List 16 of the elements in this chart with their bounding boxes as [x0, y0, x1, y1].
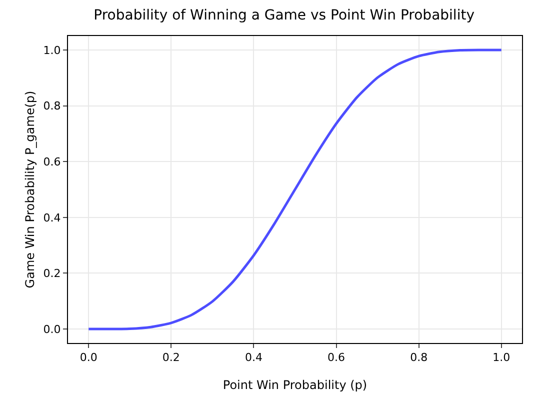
- y-tick-label: 0.2: [43, 267, 61, 280]
- x-tick-label: 0.8: [410, 351, 428, 364]
- chart-title: Probability of Winning a Game vs Point Win Probability: [94, 8, 474, 24]
- y-axis-title: Game Win Probability P_game(p): [23, 90, 37, 288]
- x-tick-label: 0.6: [328, 351, 346, 364]
- y-tick-label: 0.0: [43, 322, 61, 336]
- y-tick-label: 0.4: [43, 211, 61, 224]
- x-tick-label: 0.4: [244, 351, 262, 364]
- y-tick-label: 0.6: [43, 155, 61, 168]
- x-tick-label: 0.2: [162, 351, 180, 364]
- x-axis-title: Point Win Probability (p): [222, 378, 368, 392]
- y-tick-label: 1.0: [43, 44, 61, 57]
- x-tick-label: 1.0: [492, 351, 510, 364]
- x-tick-label: 0.0: [80, 351, 98, 364]
- y-tick-label: 0.8: [43, 100, 61, 113]
- line-series: [87, 48, 503, 330]
